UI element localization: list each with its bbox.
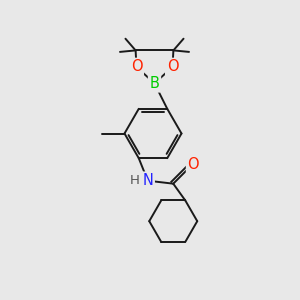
Text: N: N xyxy=(142,173,153,188)
Text: O: O xyxy=(131,59,142,74)
Text: O: O xyxy=(167,59,178,74)
Text: B: B xyxy=(150,76,159,91)
Text: H: H xyxy=(130,174,140,187)
Text: O: O xyxy=(188,157,199,172)
